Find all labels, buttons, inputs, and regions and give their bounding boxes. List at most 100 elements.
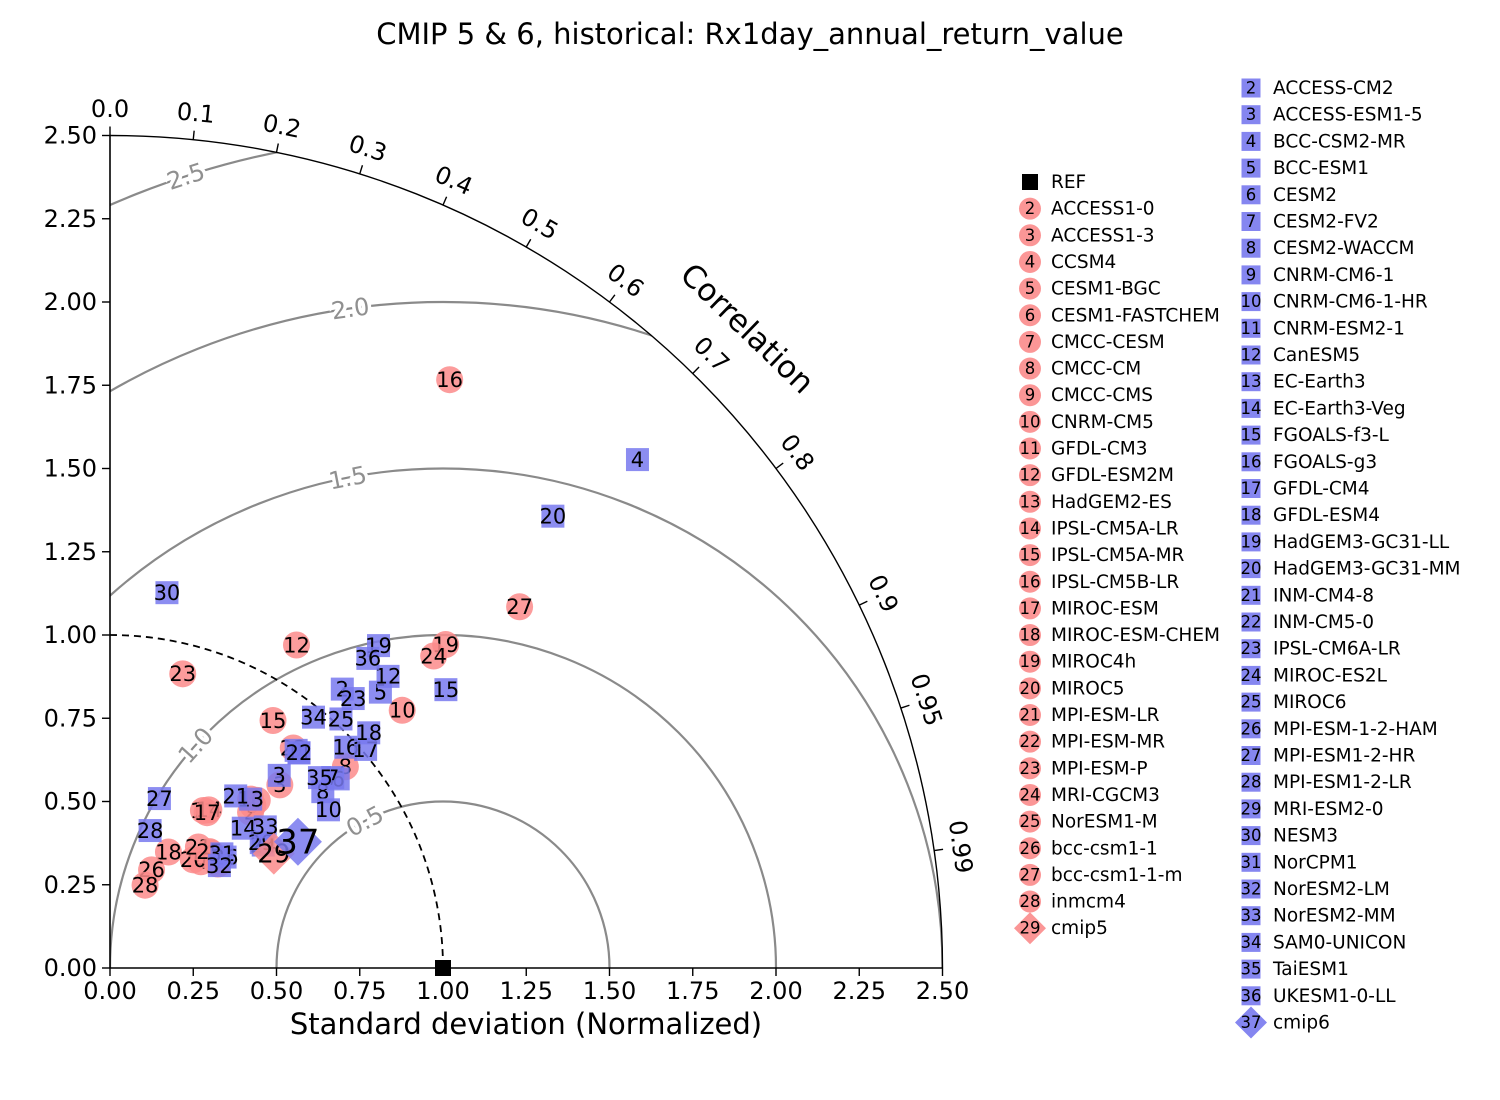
legend-square-cmip6 xyxy=(1241,105,1261,125)
legend-square-cmip6 xyxy=(1241,292,1261,312)
y-tick-label: 2.25 xyxy=(44,205,97,233)
legend-circle-cmip5 xyxy=(1019,490,1041,513)
legend-model-label: CMCC-CM xyxy=(1051,359,1141,380)
legend-circle-cmip5 xyxy=(1019,810,1041,833)
legend-model-label: GFDL-ESM4 xyxy=(1273,505,1380,526)
legend-model-label: MIROC-ESM xyxy=(1051,598,1159,619)
outer-arc xyxy=(109,134,944,969)
legend-item-cmip6-HadGEM3-GC31-LL: 19 HadGEM3-GC31-LL xyxy=(1241,532,1450,553)
marker-cmip6-14 xyxy=(231,816,255,840)
corr-tick xyxy=(692,366,700,374)
legend-model-label: FGOALS-g3 xyxy=(1273,452,1377,473)
legend-number: 31 xyxy=(1241,853,1262,872)
x-tick-label: 0.75 xyxy=(333,977,386,1005)
legend-model-label: GFDL-ESM2M xyxy=(1051,465,1174,486)
legend-item-cmip5-MPI-ESM-MR: 22 MPI-ESM-MR xyxy=(1019,730,1165,753)
legend-square-cmip6 xyxy=(1241,639,1261,659)
legend-circle-cmip5 xyxy=(1019,304,1041,327)
legend-number: 6 xyxy=(1025,306,1036,325)
legend-diamond-cmip5 xyxy=(1014,912,1046,945)
marker-cmip5-24 xyxy=(420,642,448,670)
legend-square-cmip6 xyxy=(1241,559,1261,579)
legend-item-cmip6-ACCESS-CM2: 2 ACCESS-CM2 xyxy=(1241,78,1394,99)
legend-model-label: MPI-ESM-P xyxy=(1051,758,1147,779)
legend-item-cmip5-GFDL-CM3: 11 GFDL-CM3 xyxy=(1019,437,1148,460)
legend-item-cmip6-BCC-ESM1: 5 BCC-ESM1 xyxy=(1241,158,1369,179)
legend-model-label: UKESM1-0-LL xyxy=(1273,986,1396,1007)
legend-square-cmip6 xyxy=(1241,425,1261,445)
legend-model-label: IPSL-CM5A-LR xyxy=(1051,518,1179,539)
legend-ref-marker xyxy=(1022,174,1038,190)
marker-cmip6-23 xyxy=(341,687,365,711)
legend-item-cmip5-GFDL-ESM2M: 12 GFDL-ESM2M xyxy=(1019,464,1174,487)
marker-cmip5-28 xyxy=(131,871,159,899)
legend-number: 8 xyxy=(1025,359,1036,378)
legend-model-label: MPI-ESM1-2-HR xyxy=(1273,746,1415,767)
marker-cmip5-18 xyxy=(154,838,182,866)
legend-item-cmip6-GFDL-CM4: 17 GFDL-CM4 xyxy=(1241,479,1370,500)
legend-number: 27 xyxy=(1020,865,1041,884)
legend-item-cmip5-CMCC-CM: 8 CMCC-CM xyxy=(1019,357,1141,380)
legend-square-cmip6 xyxy=(1241,238,1261,258)
legend-item-cmip5-bcc-csm1-1: 26 bcc-csm1-1 xyxy=(1019,837,1158,860)
legend-circle-cmip5 xyxy=(1019,783,1041,806)
legend-number: 13 xyxy=(1020,492,1041,511)
rms-arc-0.5 xyxy=(275,800,611,968)
marker-cmip6-30 xyxy=(155,581,179,605)
legend-model-label: CESM2 xyxy=(1273,185,1337,206)
marker-label-cmip5-16: 16 xyxy=(436,368,463,392)
legend-number: 11 xyxy=(1241,319,1262,338)
legend-item-cmip5-MIROC-ESM: 17 MIROC-ESM xyxy=(1019,597,1159,620)
marker-cmip5-12 xyxy=(282,631,310,659)
marker-label-cmip6-3: 3 xyxy=(273,764,286,788)
legend-number: 11 xyxy=(1020,439,1041,458)
legend-model-label: MIROC-ES2L xyxy=(1273,665,1388,686)
legend-number: 22 xyxy=(1241,613,1262,632)
legend-model-label: CanESM5 xyxy=(1273,345,1360,366)
legend-item-cmip5-CMCC-CMS: 9 CMCC-CMS xyxy=(1019,384,1153,407)
marker-label-cmip5-27: 27 xyxy=(506,595,533,619)
marker-cmip5-23 xyxy=(169,660,197,688)
marker-label-cmip6-23: 23 xyxy=(340,687,367,711)
legend-number: 3 xyxy=(1246,105,1257,124)
legend-square-cmip6 xyxy=(1241,612,1261,632)
legend-item-cmip6-EC-Earth3: 13 EC-Earth3 xyxy=(1241,372,1366,393)
legend-item-cmip6-ACCESS-ESM1-5: 3 ACCESS-ESM1-5 xyxy=(1241,105,1423,126)
marker-cmip5-10 xyxy=(388,696,416,724)
legend-item-cmip6-CNRM-CM6-1: 9 CNRM-CM6-1 xyxy=(1241,265,1394,286)
legend-number: 21 xyxy=(1020,706,1041,725)
legend-square-cmip6 xyxy=(1241,799,1261,819)
legend-item-cmip5-IPSL-CM5A-MR: 15 IPSL-CM5A-MR xyxy=(1019,544,1185,567)
legend-item-cmip6-MIROC6: 25 MIROC6 xyxy=(1241,692,1347,713)
legend-number: 20 xyxy=(1241,559,1262,578)
marker-label-cmip6-22: 22 xyxy=(286,741,313,765)
legend-item-cmip6-UKESM1-0-LL: 36 UKESM1-0-LL xyxy=(1241,986,1397,1007)
x-tick-label: 2.25 xyxy=(833,977,886,1005)
marker-label-cmip5-24: 24 xyxy=(420,644,447,668)
legend-model-label: NESM3 xyxy=(1273,826,1338,847)
correlation-axis-label: Correlation xyxy=(673,256,821,401)
legend-circle-cmip5 xyxy=(1019,677,1041,700)
marker-label-cmip6-35: 35 xyxy=(306,766,333,790)
legend-square-cmip6 xyxy=(1241,479,1261,498)
legend-number: 32 xyxy=(1241,880,1262,899)
legend-number: 30 xyxy=(1241,826,1262,845)
marker-label-cmip6-32: 32 xyxy=(206,854,233,878)
legend-item-cmip6-INM-CM4-8: 21 INM-CM4-8 xyxy=(1241,585,1375,606)
legend-model-label: bcc-csm1-1 xyxy=(1051,838,1158,859)
legend-number: 19 xyxy=(1241,532,1262,551)
corr-tick xyxy=(442,196,448,206)
legend-item-cmip5-ACCESS1-3: 3 ACCESS1-3 xyxy=(1019,224,1155,247)
legend-item-cmip6-CNRM-CM6-1-HR: 10 CNRM-CM6-1-HR xyxy=(1241,292,1428,313)
legend-item-cmip5-IPSL-CM5A-LR: 14 IPSL-CM5A-LR xyxy=(1019,517,1179,540)
legend-item-cmip6-GFDL-ESM4: 18 GFDL-ESM4 xyxy=(1241,505,1381,526)
marker-cmip6-25 xyxy=(329,707,353,731)
legend-model-label: CESM1-BGC xyxy=(1051,279,1161,300)
legend-circle-cmip5 xyxy=(1019,704,1041,726)
legend-number: 23 xyxy=(1020,759,1041,778)
legend-square-cmip6 xyxy=(1241,932,1261,952)
legend-number: 23 xyxy=(1241,639,1262,658)
marker-cmip6-mean-diamond xyxy=(273,817,322,866)
legend-number: 9 xyxy=(1246,265,1257,284)
legend-number: 8 xyxy=(1246,239,1257,258)
